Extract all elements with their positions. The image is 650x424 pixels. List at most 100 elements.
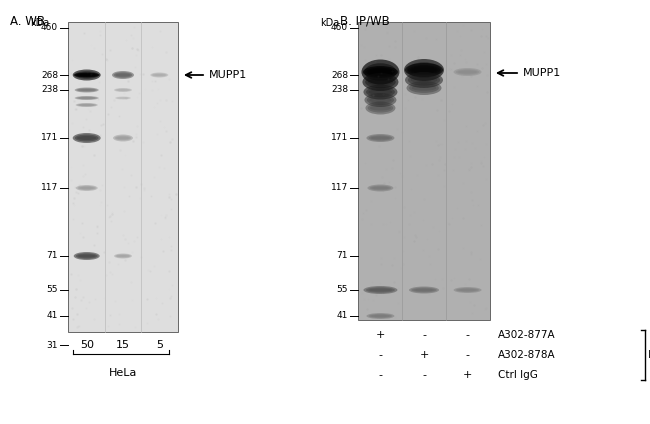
Text: 171: 171: [41, 134, 58, 142]
Ellipse shape: [367, 184, 393, 192]
Text: 268: 268: [41, 70, 58, 80]
Ellipse shape: [364, 63, 396, 81]
Ellipse shape: [366, 87, 395, 97]
Text: -: -: [422, 330, 426, 340]
Ellipse shape: [411, 67, 437, 73]
Ellipse shape: [363, 84, 397, 100]
Ellipse shape: [73, 73, 99, 78]
Ellipse shape: [73, 133, 101, 143]
Ellipse shape: [454, 287, 482, 293]
Ellipse shape: [115, 73, 131, 77]
Ellipse shape: [370, 137, 390, 139]
Text: MUPP1: MUPP1: [209, 70, 247, 80]
Ellipse shape: [367, 95, 394, 105]
Ellipse shape: [75, 253, 98, 259]
Ellipse shape: [150, 73, 168, 78]
Text: 41: 41: [47, 312, 58, 321]
Text: MUPP1: MUPP1: [523, 68, 561, 78]
Ellipse shape: [365, 93, 396, 107]
Ellipse shape: [405, 72, 443, 88]
Bar: [68, 22, 178, 332]
Ellipse shape: [408, 74, 440, 86]
Text: 50: 50: [80, 340, 94, 350]
Ellipse shape: [370, 106, 391, 111]
Ellipse shape: [115, 97, 131, 100]
Ellipse shape: [73, 70, 101, 81]
Ellipse shape: [78, 89, 95, 91]
Ellipse shape: [114, 88, 132, 92]
Text: +: +: [419, 350, 429, 360]
Bar: [358, 22, 490, 320]
Ellipse shape: [77, 88, 97, 92]
Text: 15: 15: [116, 340, 130, 350]
Text: -: -: [465, 350, 469, 360]
Ellipse shape: [75, 103, 98, 107]
Ellipse shape: [369, 314, 393, 318]
Ellipse shape: [75, 96, 99, 100]
Ellipse shape: [116, 137, 130, 139]
Ellipse shape: [456, 288, 480, 292]
Text: 55: 55: [47, 285, 58, 295]
Text: HeLa: HeLa: [109, 368, 137, 378]
Text: B. IP/WB: B. IP/WB: [340, 15, 390, 28]
Ellipse shape: [369, 135, 393, 141]
Text: -: -: [465, 330, 469, 340]
Ellipse shape: [456, 69, 480, 75]
Ellipse shape: [363, 73, 398, 91]
Text: +: +: [376, 330, 385, 340]
Ellipse shape: [115, 89, 131, 92]
Text: A302-877A: A302-877A: [498, 330, 556, 340]
Ellipse shape: [117, 255, 129, 257]
Text: 71: 71: [337, 251, 348, 260]
Ellipse shape: [363, 66, 398, 78]
Ellipse shape: [409, 83, 439, 93]
Ellipse shape: [77, 254, 96, 258]
Ellipse shape: [151, 73, 167, 77]
Text: 117: 117: [331, 184, 348, 192]
Ellipse shape: [117, 89, 129, 91]
Ellipse shape: [458, 289, 477, 291]
Text: 460: 460: [331, 23, 348, 33]
Text: 117: 117: [41, 184, 58, 192]
Ellipse shape: [366, 287, 395, 293]
Text: -: -: [422, 370, 426, 380]
Ellipse shape: [361, 59, 400, 84]
Ellipse shape: [112, 71, 134, 79]
Text: kDa: kDa: [31, 18, 49, 28]
Ellipse shape: [404, 59, 444, 81]
Ellipse shape: [406, 81, 441, 95]
Ellipse shape: [79, 187, 94, 189]
Text: IP: IP: [648, 350, 650, 360]
Ellipse shape: [75, 134, 99, 142]
Text: 31: 31: [47, 340, 58, 349]
Ellipse shape: [153, 74, 166, 76]
Ellipse shape: [368, 103, 393, 112]
Ellipse shape: [75, 71, 99, 79]
Text: 238: 238: [331, 86, 348, 95]
Ellipse shape: [369, 89, 393, 95]
Ellipse shape: [369, 288, 393, 292]
Ellipse shape: [78, 97, 95, 99]
Ellipse shape: [114, 136, 131, 140]
Ellipse shape: [410, 66, 438, 74]
Ellipse shape: [365, 76, 396, 88]
Ellipse shape: [368, 78, 393, 86]
Ellipse shape: [79, 104, 94, 106]
Text: 171: 171: [331, 134, 348, 142]
Ellipse shape: [75, 73, 98, 77]
Ellipse shape: [367, 134, 395, 142]
Ellipse shape: [411, 287, 437, 293]
Ellipse shape: [77, 73, 96, 77]
Ellipse shape: [369, 186, 391, 190]
Ellipse shape: [367, 313, 395, 319]
Text: 55: 55: [337, 285, 348, 295]
Ellipse shape: [368, 70, 393, 74]
Ellipse shape: [405, 63, 443, 77]
Ellipse shape: [411, 77, 437, 83]
Ellipse shape: [413, 289, 434, 291]
Ellipse shape: [365, 68, 395, 76]
Ellipse shape: [371, 187, 389, 190]
Ellipse shape: [114, 254, 132, 259]
Text: A. WB: A. WB: [10, 15, 45, 28]
Text: -: -: [378, 370, 382, 380]
